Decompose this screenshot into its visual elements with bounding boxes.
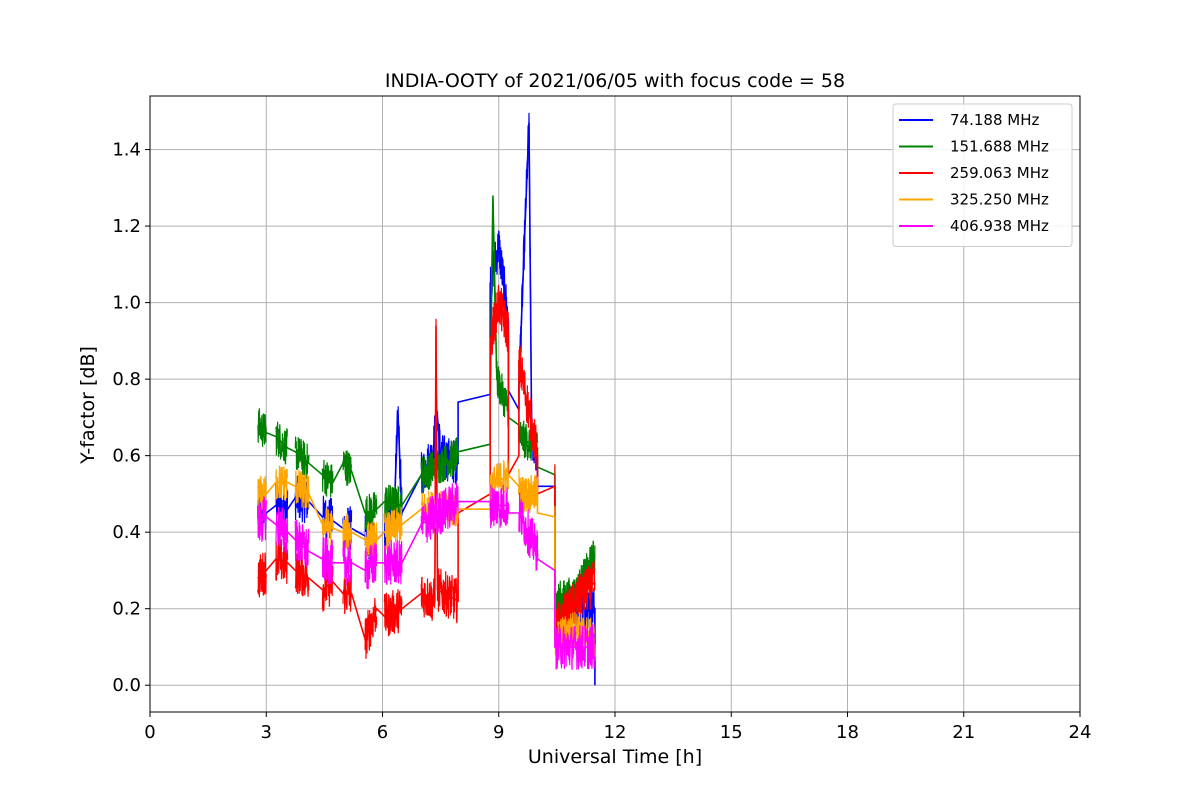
series-noise [518, 345, 539, 473]
legend-label: 259.063 MHz [950, 164, 1049, 182]
x-tick-label: 9 [493, 722, 504, 743]
legend-label: 406.938 MHz [950, 217, 1049, 235]
series-noise [321, 459, 334, 498]
series-layer [257, 112, 596, 686]
series-noise [342, 450, 353, 486]
y-tick-label: 0.4 [112, 522, 141, 543]
series-noise [383, 539, 403, 586]
series-3 [257, 284, 596, 659]
series-noise [257, 552, 267, 598]
series-noise [489, 459, 509, 514]
series-noise [257, 496, 267, 542]
series-noise [257, 475, 267, 513]
series-noise [275, 465, 289, 501]
series-noise [364, 491, 378, 532]
y-tick-label: 0.0 [112, 675, 141, 696]
x-tick-label: 6 [377, 722, 388, 743]
x-axis-label: Universal Time [h] [528, 746, 702, 768]
series-noise [383, 589, 403, 637]
ticks: 0 3 6 9 12 15 18 21 24 0.0 0.2 0.4 0.6 0.8 1.0 1.2 1.4 [112, 140, 1091, 743]
y-tick-label: 1.2 [112, 216, 141, 237]
legend-label: 325.250 MHz [950, 191, 1049, 209]
series-noise [420, 482, 459, 543]
legend-label: 74.188 MHz [950, 111, 1039, 129]
legend-label: 151.688 MHz [950, 138, 1049, 156]
series-noise [342, 513, 353, 551]
series-noise [554, 592, 596, 670]
series-noise [420, 318, 459, 624]
series-noise [554, 464, 596, 648]
series-noise [489, 484, 509, 529]
x-tick-label: 21 [952, 722, 975, 743]
x-tick-label: 12 [604, 722, 627, 743]
x-tick-label: 18 [836, 722, 859, 743]
series-noise [294, 469, 310, 509]
x-tick-label: 15 [720, 722, 743, 743]
series-noise [321, 508, 334, 546]
series-noise [489, 201, 509, 452]
x-tick-label: 0 [144, 722, 155, 743]
legend: 74.188 MHz 151.688 MHz 259.063 MHz 325.250 … [892, 103, 1073, 247]
series-noise [364, 598, 378, 659]
series-noise [518, 469, 539, 514]
y-tick-label: 0.8 [112, 369, 141, 390]
y-tick-label: 1.0 [112, 293, 141, 314]
series-noise [275, 538, 289, 584]
series-5 [257, 482, 596, 670]
legend-box [892, 103, 1073, 247]
series-noise [383, 506, 403, 551]
series-noise [518, 492, 539, 572]
x-tick-label: 24 [1069, 722, 1092, 743]
series-noise [342, 539, 353, 586]
series-noise [275, 506, 289, 554]
series-noise [489, 284, 509, 488]
series-noise [275, 421, 289, 465]
y-tick-label: 1.4 [112, 140, 141, 161]
series-noise [420, 437, 459, 494]
series-noise [294, 436, 310, 480]
series-noise [383, 484, 403, 524]
chart-title: INDIA-OOTY of 2021/06/05 with focus code… [385, 70, 845, 92]
y-tick-label: 0.2 [112, 599, 141, 620]
series-noise [294, 519, 310, 567]
x-tick-label: 3 [261, 722, 272, 743]
series-noise [342, 574, 353, 615]
series-noise [257, 408, 267, 447]
y-axis-label: Y-factor [dB] [77, 346, 99, 465]
series-noise [364, 542, 378, 590]
series-noise [321, 537, 334, 585]
y-tick-label: 0.6 [112, 446, 141, 467]
